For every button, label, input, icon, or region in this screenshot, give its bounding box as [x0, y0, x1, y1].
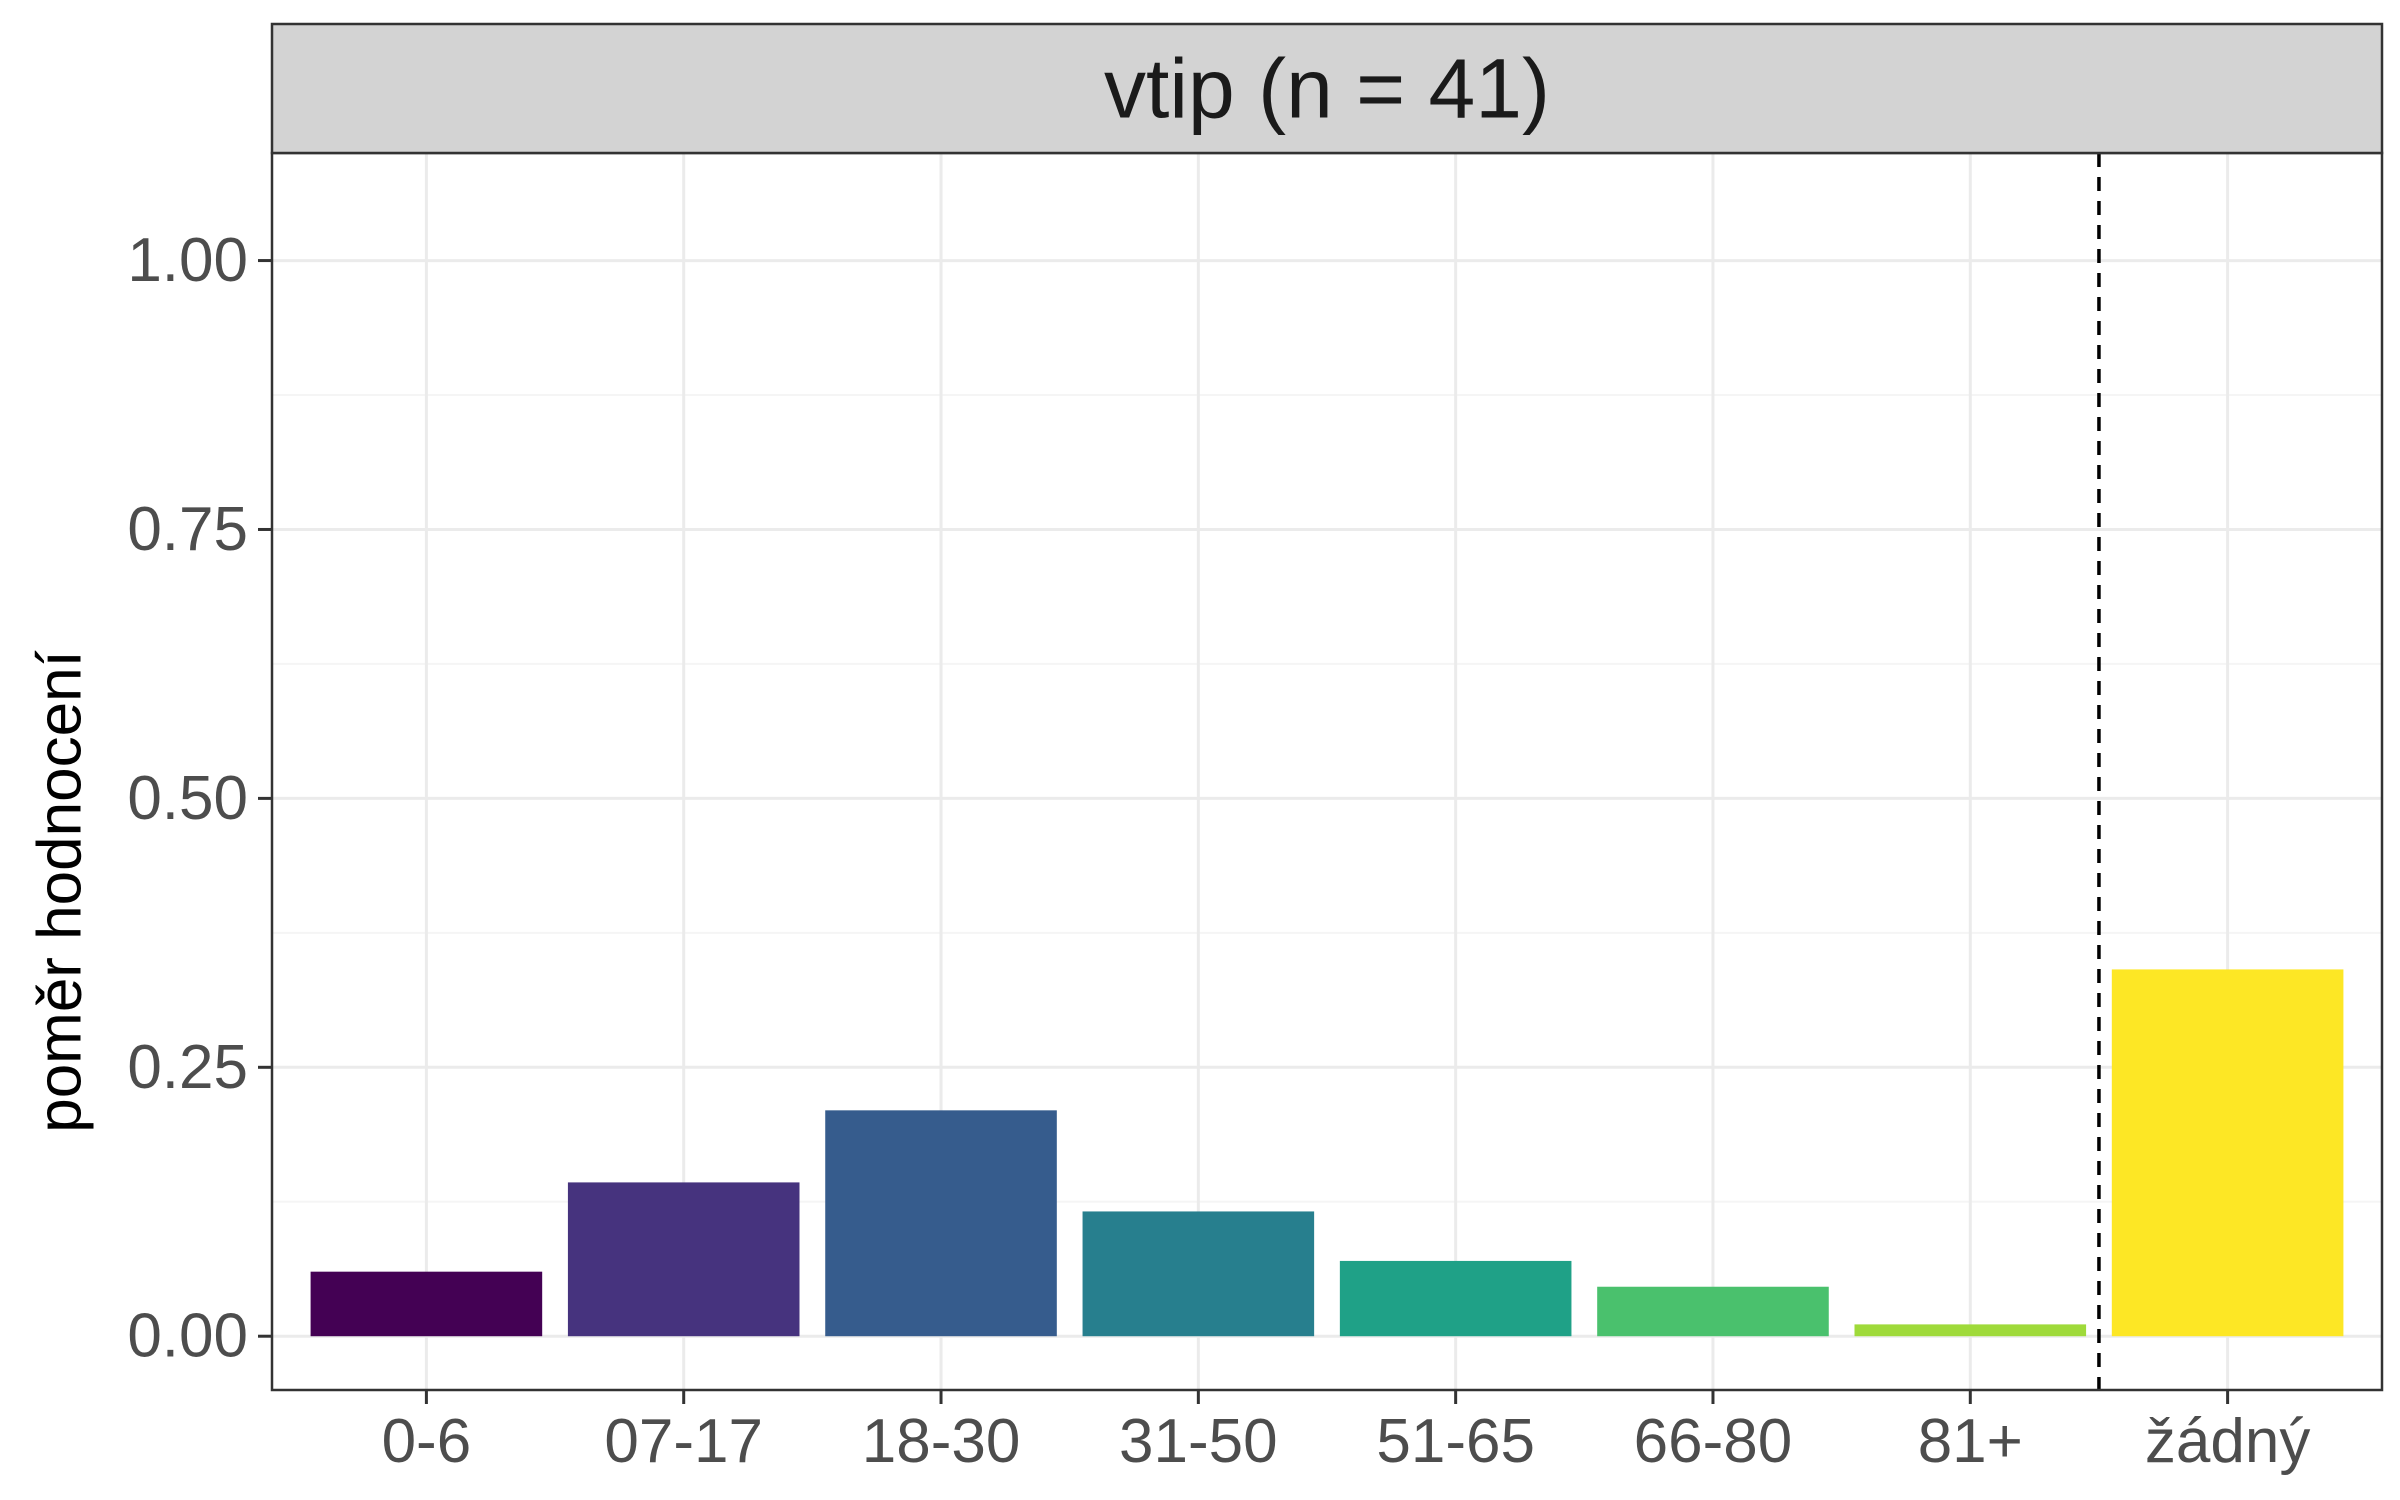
facet-title: vtip (n = 41)	[1104, 42, 1550, 136]
x-tick-label: 81+	[1918, 1407, 2023, 1476]
bar-18-30	[825, 1110, 1057, 1337]
x-tick-label: 18-30	[862, 1407, 1021, 1476]
x-tick-label: 66-80	[1634, 1407, 1793, 1476]
x-tick-label: 51-65	[1376, 1407, 1535, 1476]
y-tick-label: 0.25	[127, 1033, 248, 1102]
y-tick-label: 0.00	[127, 1302, 248, 1371]
y-axis-title: poměr hodnocení	[26, 650, 95, 1133]
y-tick-label: 0.75	[127, 495, 248, 564]
facet-strip	[270, 22, 2384, 155]
bar-žádný	[2111, 969, 2344, 1337]
bar-81+	[1854, 1324, 2087, 1337]
y-tick-label: 0.50	[127, 764, 248, 833]
y-tick-label: 1.00	[127, 226, 248, 295]
bar-31-50	[1082, 1211, 1315, 1337]
x-axis: 0-6 07-17 18-30 31-50 51-65 66-80 81+ žádný	[382, 1390, 2310, 1476]
bar-51-65	[1339, 1260, 1572, 1337]
bar-0-6	[310, 1271, 543, 1337]
y-axis: 0.00 0.25 0.50 0.75 1.00	[127, 226, 272, 1371]
x-tick-label: žádný	[2145, 1407, 2310, 1476]
bar-66-80	[1597, 1286, 1829, 1337]
x-tick-label: 31-50	[1119, 1407, 1278, 1476]
x-tick-label: 07-17	[604, 1407, 763, 1476]
x-tick-label: 0-6	[382, 1407, 472, 1476]
bars	[310, 969, 2344, 1337]
grid-lines	[272, 153, 2382, 1390]
bar-07-17	[567, 1182, 800, 1337]
